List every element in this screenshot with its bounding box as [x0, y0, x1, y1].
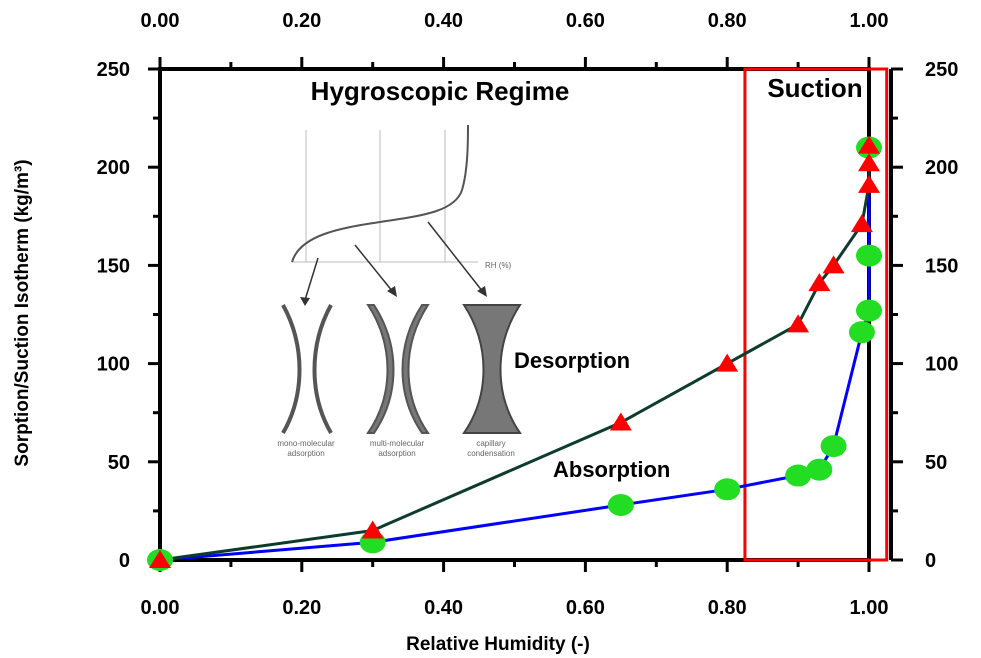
y-right-tick-label: 250: [925, 59, 958, 81]
y-tick-label: 100: [97, 354, 130, 376]
desorption-point: [858, 174, 880, 193]
y-tick-label: 200: [97, 157, 130, 179]
arrow-icon: [300, 297, 310, 306]
y-tick-label: 50: [108, 452, 130, 474]
desorption-point: [149, 550, 171, 568]
desorption-point: [822, 255, 845, 274]
absorption-point: [714, 478, 741, 501]
desorption-point: [716, 353, 739, 372]
suction-label: Suction: [767, 73, 862, 103]
y-axis-label: Sorption/Suction Isotherm (kg/m³): [12, 159, 33, 466]
inset-isotherm-curve: [291, 124, 469, 263]
capillary-pore-icon: [462, 304, 522, 434]
y-right-tick-label: 150: [925, 255, 958, 277]
y-right-tick-label: 50: [925, 452, 947, 474]
absorption-point: [607, 494, 634, 517]
x-tick-label: 0.80: [708, 597, 747, 619]
absorption-point: [806, 458, 833, 481]
y-right-tick-label: 0: [925, 550, 936, 572]
desorption-point: [787, 314, 810, 333]
arrow-icon: [387, 286, 397, 297]
inset-rh-label: RH (%): [485, 261, 512, 270]
y-tick-label: 0: [119, 550, 130, 572]
pore-wall-icon: [281, 304, 302, 435]
x-top-tick-label: 0.20: [282, 10, 321, 32]
adsorption-schematic: RH (%) mono-molecular adsorption multi-m…: [277, 124, 522, 458]
y-tick-label: 150: [97, 255, 130, 277]
x-top-tick-label: 0.60: [566, 10, 605, 32]
inset-caption-mono-line1: mono-molecular: [277, 439, 335, 448]
inset-caption-capillary-line2: condensation: [467, 449, 515, 458]
x-axis-label: Relative Humidity (-): [406, 634, 590, 655]
desorption-point: [609, 412, 632, 431]
pore-wall-icon: [401, 304, 430, 434]
x-top-tick-label: 0.40: [424, 10, 463, 32]
absorption-point: [848, 321, 875, 344]
inset-caption-multi-line1: multi-molecular: [370, 439, 425, 448]
arrow-icon: [354, 244, 394, 293]
arrow-icon: [477, 286, 487, 297]
absorption-point: [785, 464, 812, 487]
desorption-point: [858, 135, 880, 154]
x-tick-label: 0.40: [424, 597, 463, 619]
y-right-tick-label: 100: [925, 354, 958, 376]
arrow-icon: [304, 257, 319, 301]
desorption-point: [850, 214, 873, 233]
inset-caption-mono-line2: adsorption: [287, 449, 324, 458]
y-tick-label: 250: [97, 59, 130, 81]
x-top-tick-label: 0.00: [141, 10, 180, 32]
desorption-point: [808, 273, 831, 292]
inset-caption-multi-line2: adsorption: [378, 449, 415, 458]
absorption-label: Absorption: [553, 457, 670, 482]
y-right-tick-label: 200: [925, 157, 958, 179]
x-tick-label: 0.60: [566, 597, 605, 619]
x-tick-label: 1.00: [850, 597, 889, 619]
desorption-point: [858, 153, 880, 172]
desorption-label: Desorption: [514, 348, 630, 373]
pore-wall-icon: [312, 304, 333, 435]
x-top-tick-label: 1.00: [850, 10, 889, 32]
pore-wall-icon: [366, 304, 395, 434]
hygroscopic-regime-label: Hygroscopic Regime: [311, 76, 570, 106]
absorption-point: [856, 299, 882, 322]
arrow-icon: [427, 221, 484, 293]
x-top-tick-label: 0.80: [708, 10, 747, 32]
absorption-point: [820, 435, 847, 458]
desorption-point: [361, 520, 384, 539]
x-tick-label: 0.20: [282, 597, 321, 619]
inset-caption-capillary-line1: capillary: [476, 439, 505, 448]
x-tick-label: 0.00: [141, 597, 180, 619]
suction-region-box: [743, 67, 889, 562]
absorption-point: [856, 244, 882, 267]
